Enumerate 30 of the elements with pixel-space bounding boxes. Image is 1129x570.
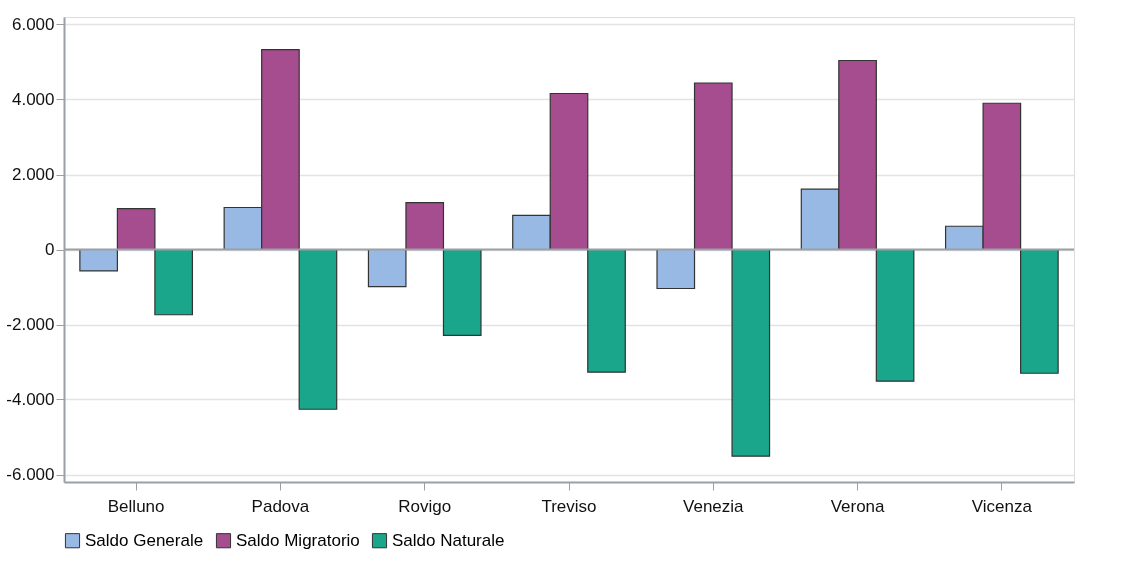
y-tick-label: -2.000: [6, 315, 55, 334]
y-tick-label: 2.000: [11, 165, 55, 184]
x-tick-label: Venezia: [683, 496, 745, 516]
y-tick-label: 6.000: [11, 15, 55, 34]
x-tick-label: Rovigo: [398, 496, 452, 516]
bar: [405, 202, 445, 251]
bar: [656, 248, 696, 290]
bar: [875, 248, 915, 382]
bar: [693, 82, 733, 251]
x-tick-label: Verona: [830, 496, 886, 516]
x-tick-label: Treviso: [541, 496, 597, 516]
y-tick-label: -6.000: [6, 465, 55, 484]
legend-label: Saldo Generale: [85, 530, 204, 550]
bar: [587, 248, 626, 373]
y-tick-label: 0: [45, 240, 55, 259]
bar: [79, 248, 118, 272]
bar: [367, 248, 407, 288]
bar: [298, 248, 338, 410]
bar: [1020, 248, 1059, 374]
bar: [442, 248, 482, 336]
y-tick-label: 4.000: [11, 90, 55, 109]
legend-label: Saldo Migratorio: [236, 530, 360, 550]
x-tick-label: Padova: [251, 496, 310, 516]
x-tick-label: Belluno: [107, 496, 165, 516]
legend-label: Saldo Naturale: [392, 530, 505, 550]
bar: [154, 248, 194, 316]
x-tick-label: Vicenza: [971, 496, 1033, 516]
y-tick-label: -4.000: [6, 390, 55, 409]
bar: [116, 208, 156, 251]
bar: [731, 248, 771, 457]
